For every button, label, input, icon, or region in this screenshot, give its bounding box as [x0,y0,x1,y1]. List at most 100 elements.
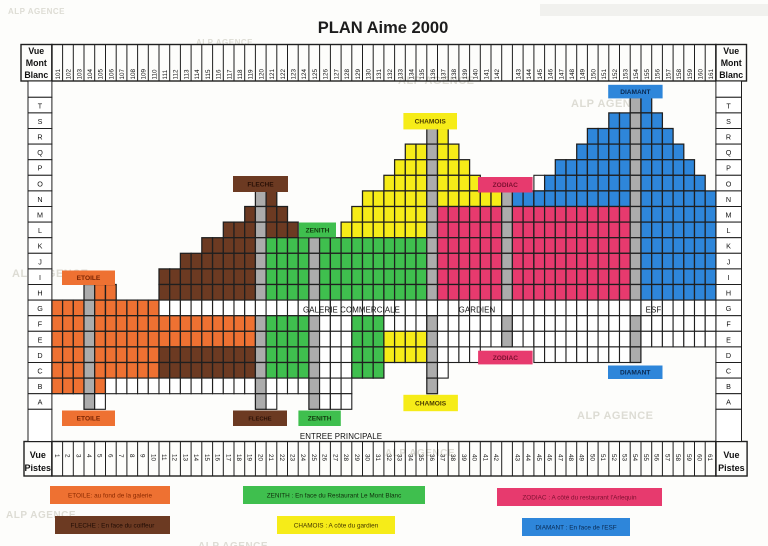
svg-text:127: 127 [333,68,340,79]
svg-text:1: 1 [53,454,60,458]
svg-text:ALP AGENCE: ALP AGENCE [577,410,654,422]
svg-text:FLECHE : En face du coiffeur: FLECHE : En face du coiffeur [71,522,156,529]
svg-text:23: 23 [289,454,296,462]
svg-text:ESF: ESF [646,306,662,315]
svg-text:123: 123 [291,68,298,79]
svg-text:R: R [726,133,731,142]
svg-text:117: 117 [226,69,233,80]
svg-text:54: 54 [631,454,638,462]
svg-text:144: 144 [526,68,533,79]
svg-text:ZENITH: ZENITH [306,227,330,234]
svg-text:ETOILE: ETOILE [77,275,101,282]
svg-text:Pistes: Pistes [25,463,52,473]
svg-text:41: 41 [481,454,488,462]
svg-text:T: T [726,101,731,110]
svg-text:ALP AGENCE: ALP AGENCE [196,38,253,47]
svg-text:40: 40 [471,454,478,462]
svg-text:112: 112 [173,69,180,80]
svg-text:13: 13 [181,454,188,462]
svg-text:128: 128 [344,68,351,79]
svg-text:7: 7 [117,454,124,458]
svg-text:45: 45 [535,454,542,462]
svg-text:28: 28 [342,454,349,462]
svg-text:154: 154 [633,68,640,79]
svg-text:131: 131 [376,68,383,79]
svg-text:Vue: Vue [723,450,739,460]
svg-text:S: S [726,117,731,126]
svg-text:GARDIEN: GARDIEN [459,306,496,315]
svg-text:B: B [38,382,43,391]
svg-text:PLAN Aime 2000: PLAN Aime 2000 [318,19,449,37]
svg-text:K: K [38,242,43,251]
svg-text:ZODIAC: ZODIAC [493,355,519,362]
svg-text:139: 139 [462,68,469,79]
svg-text:18: 18 [235,454,242,462]
svg-text:S: S [38,117,43,126]
svg-text:138: 138 [451,68,458,79]
svg-text:110: 110 [151,69,158,80]
svg-text:M: M [726,211,732,220]
svg-text:105: 105 [98,68,105,79]
svg-text:36: 36 [428,454,435,462]
svg-text:Q: Q [726,148,732,157]
svg-text:34: 34 [406,454,413,462]
svg-text:G: G [37,304,43,313]
svg-text:ZODIAC : A côté du restaurant: ZODIAC : A côté du restaurant l'Arlequin [522,494,637,501]
svg-text:A: A [38,398,43,407]
svg-text:12: 12 [171,454,178,462]
svg-text:146: 146 [548,68,555,79]
svg-text:K: K [726,242,731,251]
svg-text:2: 2 [64,454,71,458]
svg-text:E: E [726,335,731,344]
svg-text:130: 130 [366,68,373,79]
svg-text:32: 32 [385,454,392,462]
svg-text:9: 9 [139,454,146,458]
svg-text:109: 109 [141,68,148,79]
svg-text:ETOILE: au fond de la galerie: ETOILE: au fond de la galerie [68,492,153,499]
svg-text:134: 134 [408,68,415,79]
svg-text:106: 106 [109,68,116,79]
svg-text:DIAMANT: DIAMANT [620,89,650,96]
svg-text:142: 142 [494,68,501,79]
svg-text:140: 140 [473,68,480,79]
svg-text:4: 4 [85,454,92,458]
svg-text:60: 60 [696,454,703,462]
svg-text:102: 102 [66,68,73,79]
svg-text:Blanc: Blanc [719,70,743,80]
svg-text:152: 152 [612,68,619,79]
svg-text:101: 101 [55,68,62,79]
svg-text:148: 148 [569,68,576,79]
svg-text:H: H [37,289,42,298]
svg-text:31: 31 [374,454,381,462]
svg-text:26: 26 [321,454,328,462]
svg-text:17: 17 [224,454,231,462]
svg-text:153: 153 [623,68,630,79]
svg-text:103: 103 [76,68,83,79]
svg-text:19: 19 [246,454,253,462]
svg-text:FLECHE: FLECHE [248,417,271,423]
svg-text:104: 104 [87,68,94,79]
svg-text:50: 50 [588,454,595,462]
svg-text:8: 8 [128,454,135,458]
svg-text:L: L [727,226,731,235]
svg-text:ZODIAC: ZODIAC [493,182,519,189]
svg-text:ALP AGENCE: ALP AGENCE [8,7,65,16]
svg-text:132: 132 [387,68,394,79]
svg-text:J: J [38,257,42,266]
svg-text:125: 125 [312,68,319,79]
svg-text:20: 20 [256,454,263,462]
svg-text:133: 133 [398,68,405,79]
svg-text:55: 55 [642,454,649,462]
svg-text:161: 161 [708,68,715,79]
svg-text:115: 115 [205,69,212,80]
svg-text:GALERIE COMMERCIALE: GALERIE COMMERCIALE [303,306,400,315]
svg-text:126: 126 [323,68,330,79]
svg-text:111: 111 [162,69,169,79]
svg-text:143: 143 [515,68,522,79]
svg-text:135: 135 [419,68,426,79]
svg-text:L: L [38,226,42,235]
svg-text:11: 11 [160,454,167,461]
svg-text:30: 30 [364,454,371,462]
svg-text:122: 122 [280,68,287,79]
svg-text:145: 145 [537,68,544,79]
